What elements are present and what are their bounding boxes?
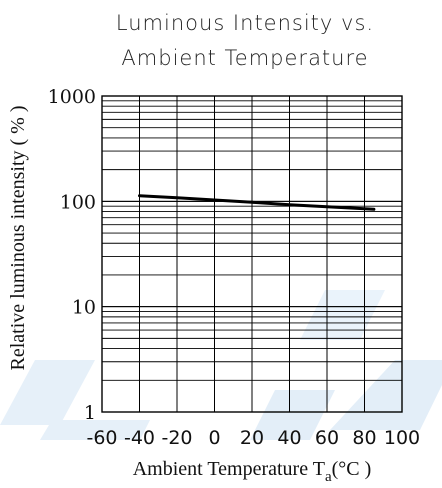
- x-axis-label: Ambient Temperature Ta(°C ): [133, 458, 372, 485]
- series-group: [138, 194, 376, 211]
- x-tick-label: 80: [352, 427, 376, 449]
- y-tick-label: 1000: [48, 86, 96, 108]
- x-tick-label: -40: [124, 427, 155, 449]
- plot-frame: [101, 95, 403, 413]
- watermark: [0, 290, 442, 440]
- x-axis-label-main: Ambient Temperature T: [133, 458, 325, 480]
- chart-title-line-2: Ambient Temperature: [121, 46, 368, 70]
- x-axis-label-unit: (°C ): [332, 458, 372, 480]
- x-tick-labels: -60 -40 -20 0 20 40 60 80 100: [86, 427, 420, 449]
- x-tick-label: 0: [208, 427, 220, 449]
- x-tick-label: 100: [384, 427, 420, 449]
- chart-title-line-1: Luminous Intensity vs.: [116, 11, 374, 35]
- series-line: [138, 194, 376, 211]
- x-tick-label: 60: [315, 427, 339, 449]
- y-tick-label: 10: [72, 297, 96, 319]
- plot-grid: [101, 95, 403, 413]
- x-tick-label: 40: [277, 427, 301, 449]
- y-tick-label: 1: [84, 402, 96, 424]
- x-axis-label-subscript: a: [325, 469, 332, 485]
- x-tick-label: 20: [240, 427, 264, 449]
- x-tick-label: -60: [86, 427, 117, 449]
- y-tick-labels: 1 10 100 1000: [48, 86, 96, 424]
- y-tick-label: 100: [60, 191, 96, 213]
- x-tick-label: -20: [161, 427, 192, 449]
- y-axis-label: Relative luminous intensity ( % ): [7, 106, 29, 371]
